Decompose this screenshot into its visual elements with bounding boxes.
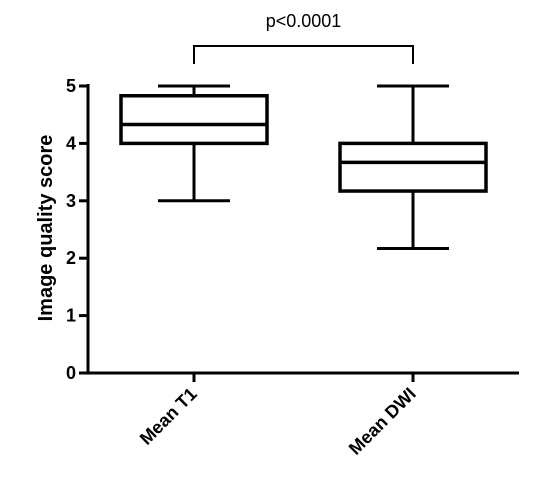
x-ticks: Mean T1 Mean DWI: [136, 373, 420, 459]
y-tick-label: 4: [66, 133, 76, 153]
x-category-label: Mean T1: [136, 384, 201, 449]
significance-bracket: p<0.0001: [193, 11, 414, 64]
y-axis-label: Image quality score: [35, 135, 57, 322]
axes: [86, 84, 519, 375]
y-tick-label: 1: [66, 306, 76, 326]
iqr-box: [338, 141, 488, 193]
iqr-box: [119, 94, 269, 146]
y-tick-label: 3: [66, 191, 76, 211]
y-tick-label: 2: [66, 248, 76, 268]
y-tick-label: 5: [66, 76, 76, 96]
box-group: [119, 84, 269, 203]
boxes: [119, 84, 488, 250]
p-value-annotation: p<0.0001: [266, 11, 342, 31]
box-group: [338, 84, 488, 250]
y-tick-label: 0: [66, 363, 76, 383]
significance-bracket-line: [193, 45, 414, 64]
y-ticks: 0 1 2 3 4 5: [66, 76, 88, 383]
x-category-label: Mean DWI: [345, 384, 420, 459]
